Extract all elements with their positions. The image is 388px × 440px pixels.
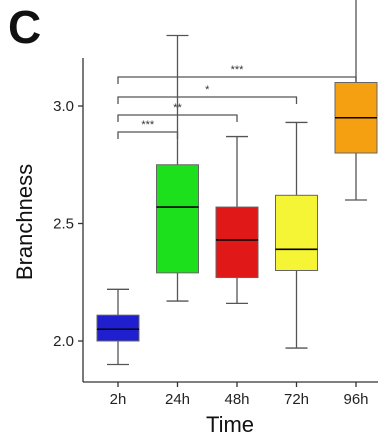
y-axis-title: Branchness xyxy=(12,164,37,280)
y-tick-label: 2.5 xyxy=(53,216,74,233)
box-body xyxy=(96,314,140,342)
bracket-line xyxy=(117,131,179,139)
bracket-line xyxy=(117,96,298,104)
boxes xyxy=(96,0,378,366)
significance-label: *** xyxy=(141,119,155,131)
panel-label: C xyxy=(8,1,42,53)
x-tick-label: 72h xyxy=(284,391,309,408)
box-body xyxy=(275,194,318,271)
box-body xyxy=(215,206,259,279)
y-tick-label: 3.0 xyxy=(53,98,74,115)
x-tick-label: 24h xyxy=(165,391,190,408)
box-48h xyxy=(215,135,259,305)
significance-bracket: *** xyxy=(117,119,179,139)
box-body xyxy=(156,164,199,274)
x-tick-label: 96h xyxy=(343,391,368,408)
significance-label: * xyxy=(205,84,210,96)
significance-brackets: ********* xyxy=(117,64,357,139)
significance-bracket: *** xyxy=(117,64,357,84)
y-tick-label: 2.0 xyxy=(53,333,74,350)
bracket-line xyxy=(117,76,357,84)
box-2h xyxy=(96,288,140,366)
x-axis-title: Time xyxy=(206,412,254,437)
significance-bracket: * xyxy=(117,84,298,104)
box-72h xyxy=(275,121,318,349)
significance-label: *** xyxy=(231,64,245,76)
x-tick-label: 48h xyxy=(224,391,249,408)
box-96h xyxy=(334,0,378,201)
x-tick-label: 2h xyxy=(110,391,127,408)
box-24h xyxy=(156,34,199,302)
